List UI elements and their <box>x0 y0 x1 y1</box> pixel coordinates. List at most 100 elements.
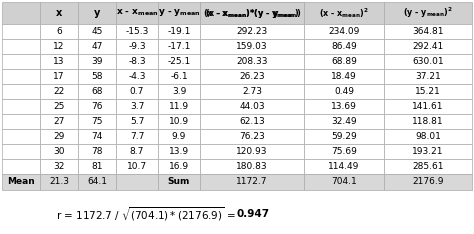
Bar <box>78 99 116 114</box>
Bar <box>40 2 78 24</box>
Bar <box>304 84 384 99</box>
Bar <box>200 39 304 54</box>
Text: 64.1: 64.1 <box>87 178 107 186</box>
Bar <box>304 39 384 54</box>
Bar <box>200 159 304 174</box>
Text: 704.1: 704.1 <box>331 178 357 186</box>
Text: -17.1: -17.1 <box>167 42 191 51</box>
Text: 68: 68 <box>91 87 103 96</box>
Bar <box>2 159 40 174</box>
Bar <box>304 114 384 129</box>
Bar <box>116 159 158 174</box>
Text: (x - x$_{\mathregular{mean}}$)$^{\mathregular{2}}$: (x - x$_{\mathregular{mean}}$)$^{\mathre… <box>319 6 369 20</box>
Text: x - x$_{\mathregular{mean}}$: x - x$_{\mathregular{mean}}$ <box>116 8 158 18</box>
Text: 18.49: 18.49 <box>331 72 357 81</box>
Bar <box>200 54 304 69</box>
Text: 78: 78 <box>91 147 103 156</box>
Text: 193.21: 193.21 <box>412 147 444 156</box>
Bar <box>158 129 200 144</box>
Bar <box>158 24 200 39</box>
Bar <box>2 144 40 159</box>
Bar <box>40 159 78 174</box>
Bar <box>384 114 472 129</box>
Bar <box>116 114 158 129</box>
Text: 76: 76 <box>91 102 103 111</box>
Text: 32: 32 <box>53 162 64 171</box>
Bar <box>78 129 116 144</box>
Text: 1172.7: 1172.7 <box>236 178 268 186</box>
Bar <box>384 54 472 69</box>
Bar <box>304 129 384 144</box>
Bar <box>40 144 78 159</box>
Text: 180.83: 180.83 <box>236 162 268 171</box>
Text: 234.09: 234.09 <box>328 27 360 36</box>
Bar <box>200 69 304 84</box>
Bar <box>2 39 40 54</box>
Bar <box>2 69 40 84</box>
Text: 68.89: 68.89 <box>331 57 357 66</box>
Text: r = 1172.7 / $\sqrt{(704.1)*(2176.9)}$ =: r = 1172.7 / $\sqrt{(704.1)*(2176.9)}$ = <box>56 205 237 223</box>
Bar <box>158 114 200 129</box>
Text: 98.01: 98.01 <box>415 132 441 141</box>
Bar <box>78 54 116 69</box>
Text: 2176.9: 2176.9 <box>412 178 444 186</box>
Bar <box>304 2 384 24</box>
Text: 27: 27 <box>53 117 64 126</box>
Bar <box>40 69 78 84</box>
Bar <box>116 54 158 69</box>
Bar <box>78 39 116 54</box>
Bar <box>2 114 40 129</box>
Text: 30: 30 <box>53 147 65 156</box>
Bar <box>78 69 116 84</box>
Bar <box>158 144 200 159</box>
Bar <box>200 174 304 190</box>
Text: 22: 22 <box>54 87 64 96</box>
Bar <box>158 2 200 24</box>
Text: 86.49: 86.49 <box>331 42 357 51</box>
Bar <box>200 2 304 24</box>
Text: 5.7: 5.7 <box>130 117 144 126</box>
Text: 114.49: 114.49 <box>328 162 360 171</box>
Bar <box>78 159 116 174</box>
Bar <box>40 129 78 144</box>
Text: 32.49: 32.49 <box>331 117 357 126</box>
Bar <box>384 129 472 144</box>
Text: 81: 81 <box>91 162 103 171</box>
Text: 76.23: 76.23 <box>239 132 265 141</box>
Text: 10.9: 10.9 <box>169 117 189 126</box>
Text: y: y <box>94 8 100 18</box>
Text: 59.29: 59.29 <box>331 132 357 141</box>
Bar <box>40 39 78 54</box>
Bar <box>2 174 40 190</box>
Text: 47: 47 <box>91 42 103 51</box>
Text: 62.13: 62.13 <box>239 117 265 126</box>
Text: (x - x$_{\mathregular{mean}}$)*(y - y$_{\mathregular{mean}}$): (x - x$_{\mathregular{mean}}$)*(y - y$_{… <box>203 7 301 19</box>
Text: -8.3: -8.3 <box>128 57 146 66</box>
Text: 13.9: 13.9 <box>169 147 189 156</box>
Text: -15.3: -15.3 <box>125 27 149 36</box>
Bar <box>200 99 304 114</box>
Bar <box>384 2 472 24</box>
Bar <box>384 159 472 174</box>
Text: 39: 39 <box>91 57 103 66</box>
Text: 26.23: 26.23 <box>239 72 265 81</box>
Bar <box>384 99 472 114</box>
Text: 44.03: 44.03 <box>239 102 265 111</box>
Text: 208.33: 208.33 <box>236 57 268 66</box>
Text: -9.3: -9.3 <box>128 42 146 51</box>
Bar <box>304 54 384 69</box>
Bar <box>304 69 384 84</box>
Text: 141.61: 141.61 <box>412 102 444 111</box>
Text: 11.9: 11.9 <box>169 102 189 111</box>
Bar <box>200 114 304 129</box>
Bar <box>158 54 200 69</box>
Text: 15.21: 15.21 <box>415 87 441 96</box>
Text: 10.7: 10.7 <box>127 162 147 171</box>
Text: 16.9: 16.9 <box>169 162 189 171</box>
Text: 3.9: 3.9 <box>172 87 186 96</box>
Text: 6: 6 <box>56 27 62 36</box>
Text: 74: 74 <box>91 132 103 141</box>
Text: 292.41: 292.41 <box>412 42 444 51</box>
Bar <box>304 144 384 159</box>
Text: (x - x$_{\mathregular{mean}}$)*(y - y$_{\mathregular{mean}}$): (x - x$_{\mathregular{mean}}$)*(y - y$_{… <box>205 7 299 19</box>
